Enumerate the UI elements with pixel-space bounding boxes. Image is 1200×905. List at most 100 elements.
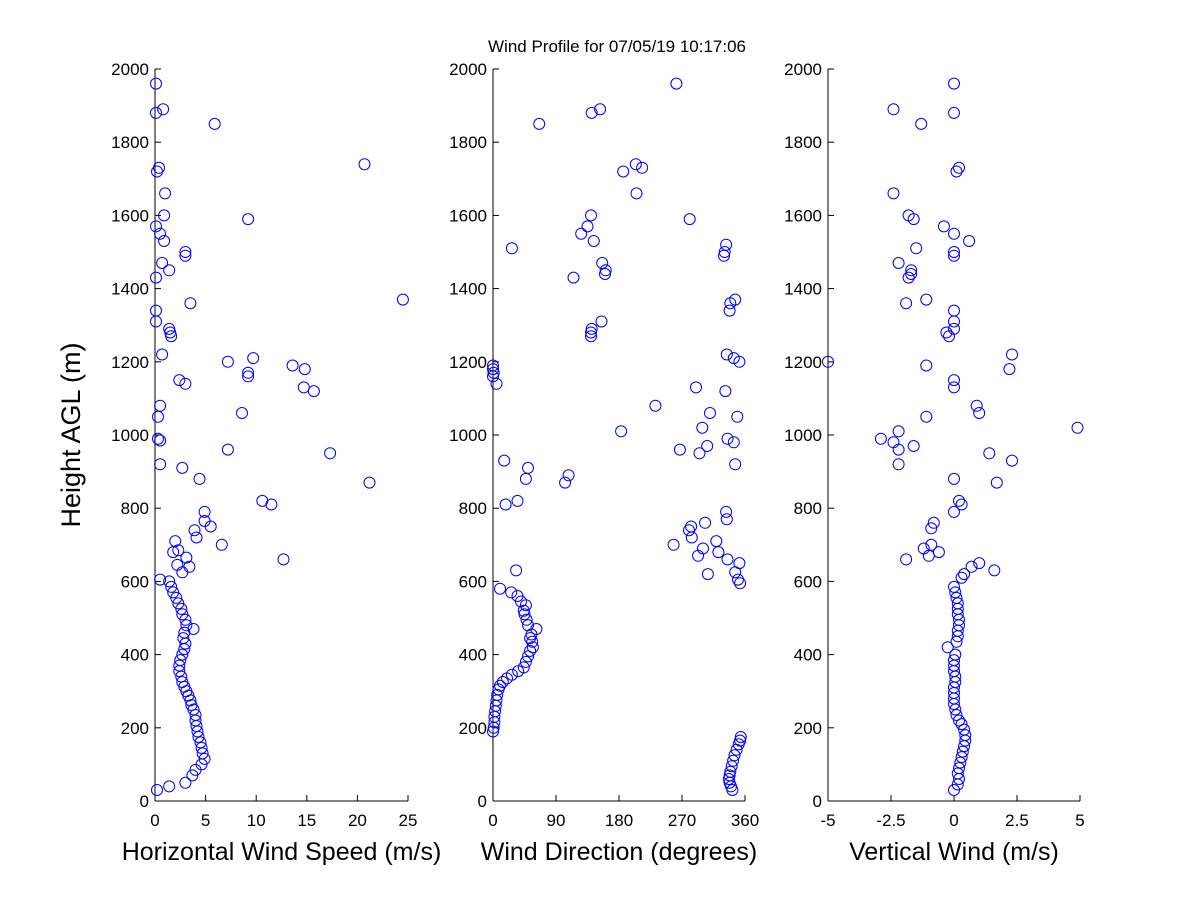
data-point — [562, 469, 575, 482]
data-point — [159, 187, 172, 200]
data-point — [519, 472, 532, 485]
data-point — [874, 432, 887, 445]
y-tick-label: 200 — [794, 719, 822, 738]
y-tick-label: 1600 — [784, 206, 822, 225]
data-point — [731, 410, 744, 423]
data-point — [692, 549, 705, 562]
data-point — [892, 257, 905, 269]
data-point — [900, 297, 913, 310]
data-point — [150, 106, 162, 119]
data-point — [169, 535, 182, 548]
data-point — [953, 762, 965, 775]
data-point — [188, 524, 201, 537]
data-point — [505, 586, 518, 599]
data-point — [599, 268, 611, 280]
x-tick-label: 5 — [1075, 811, 1084, 830]
data-point — [158, 235, 171, 247]
data-point — [902, 271, 915, 284]
data-point — [958, 723, 971, 736]
data-point — [734, 731, 747, 743]
data-point — [154, 434, 167, 447]
panel-direction: 0 200 400 600 800 1000 1200 1400 1600 1800 2000 0 90… — [449, 60, 759, 866]
data-point — [693, 447, 706, 460]
data-point — [153, 161, 165, 174]
data-point — [179, 613, 192, 626]
data-point — [902, 209, 915, 222]
data-point — [953, 494, 965, 507]
data-point — [173, 374, 186, 387]
data-point — [949, 648, 962, 661]
data-point — [950, 709, 963, 721]
y-tick-label: 600 — [459, 572, 487, 591]
data-point — [955, 498, 968, 511]
data-point — [163, 575, 176, 588]
data-point — [156, 257, 169, 269]
data-point — [955, 571, 968, 584]
data-point — [927, 516, 940, 529]
data-point — [925, 522, 938, 535]
data-point — [307, 385, 320, 398]
data-point — [699, 516, 712, 529]
data-point — [727, 754, 740, 767]
y-tick-label: 1800 — [449, 133, 487, 152]
data-point — [522, 619, 534, 632]
x-tick-label: 0 — [150, 811, 159, 830]
data-point — [595, 315, 608, 328]
data-point — [965, 560, 978, 573]
panel-vertical: 0 200 400 600 800 1000 1200 1400 1600 1800 2000 -5 -… — [784, 60, 1085, 866]
data-point — [887, 103, 900, 116]
y-tick-label: 1000 — [111, 426, 149, 445]
data-point — [165, 580, 178, 593]
y-tick-label: 600 — [121, 572, 149, 591]
y-tick-label: 800 — [121, 499, 149, 518]
x-tick-label: 0 — [488, 811, 497, 830]
data-point — [520, 613, 533, 626]
data-point — [1071, 421, 1084, 434]
data-point — [180, 551, 193, 564]
data-point — [599, 264, 612, 277]
data-point — [487, 363, 499, 376]
y-tick-label: 1600 — [111, 206, 149, 225]
data-point — [491, 688, 504, 701]
data-point — [973, 407, 986, 419]
data-point — [158, 209, 171, 222]
data-point — [265, 498, 278, 511]
y-tick-label: 600 — [794, 572, 822, 591]
data-point — [524, 644, 537, 657]
data-point — [150, 77, 162, 90]
data-point — [955, 718, 968, 731]
y-tick-label: 2000 — [449, 60, 487, 79]
y-tick-label: 1200 — [449, 353, 487, 372]
data-point — [959, 729, 972, 742]
data-point — [727, 436, 740, 449]
data-point — [988, 564, 1001, 577]
data-point — [949, 586, 962, 599]
data-point — [948, 249, 960, 262]
data-point — [154, 458, 167, 471]
data-point — [973, 557, 986, 570]
data-point — [617, 165, 630, 178]
data-point — [193, 472, 206, 485]
x-tick-label: 180 — [605, 811, 633, 830]
y-tick-label: 1600 — [449, 206, 487, 225]
data-point — [732, 573, 744, 586]
y-tick-label: 800 — [459, 499, 487, 518]
data-point — [175, 602, 188, 615]
x-tick-label: 5 — [201, 811, 210, 830]
data-point — [156, 348, 169, 361]
data-point — [581, 220, 594, 233]
data-point — [174, 654, 187, 667]
data-point — [185, 699, 198, 712]
data-point — [198, 505, 211, 518]
x-tick-label: 2.5 — [1005, 811, 1029, 830]
data-point — [358, 158, 371, 171]
data-point — [953, 161, 965, 174]
y-tick-label: 1200 — [111, 353, 149, 372]
y-tick-label: 1400 — [784, 280, 822, 299]
data-point — [725, 760, 738, 773]
data-point — [1003, 363, 1016, 376]
data-point — [922, 549, 935, 562]
y-tick-label: 0 — [140, 792, 149, 811]
y-tick-label: 800 — [794, 499, 822, 518]
